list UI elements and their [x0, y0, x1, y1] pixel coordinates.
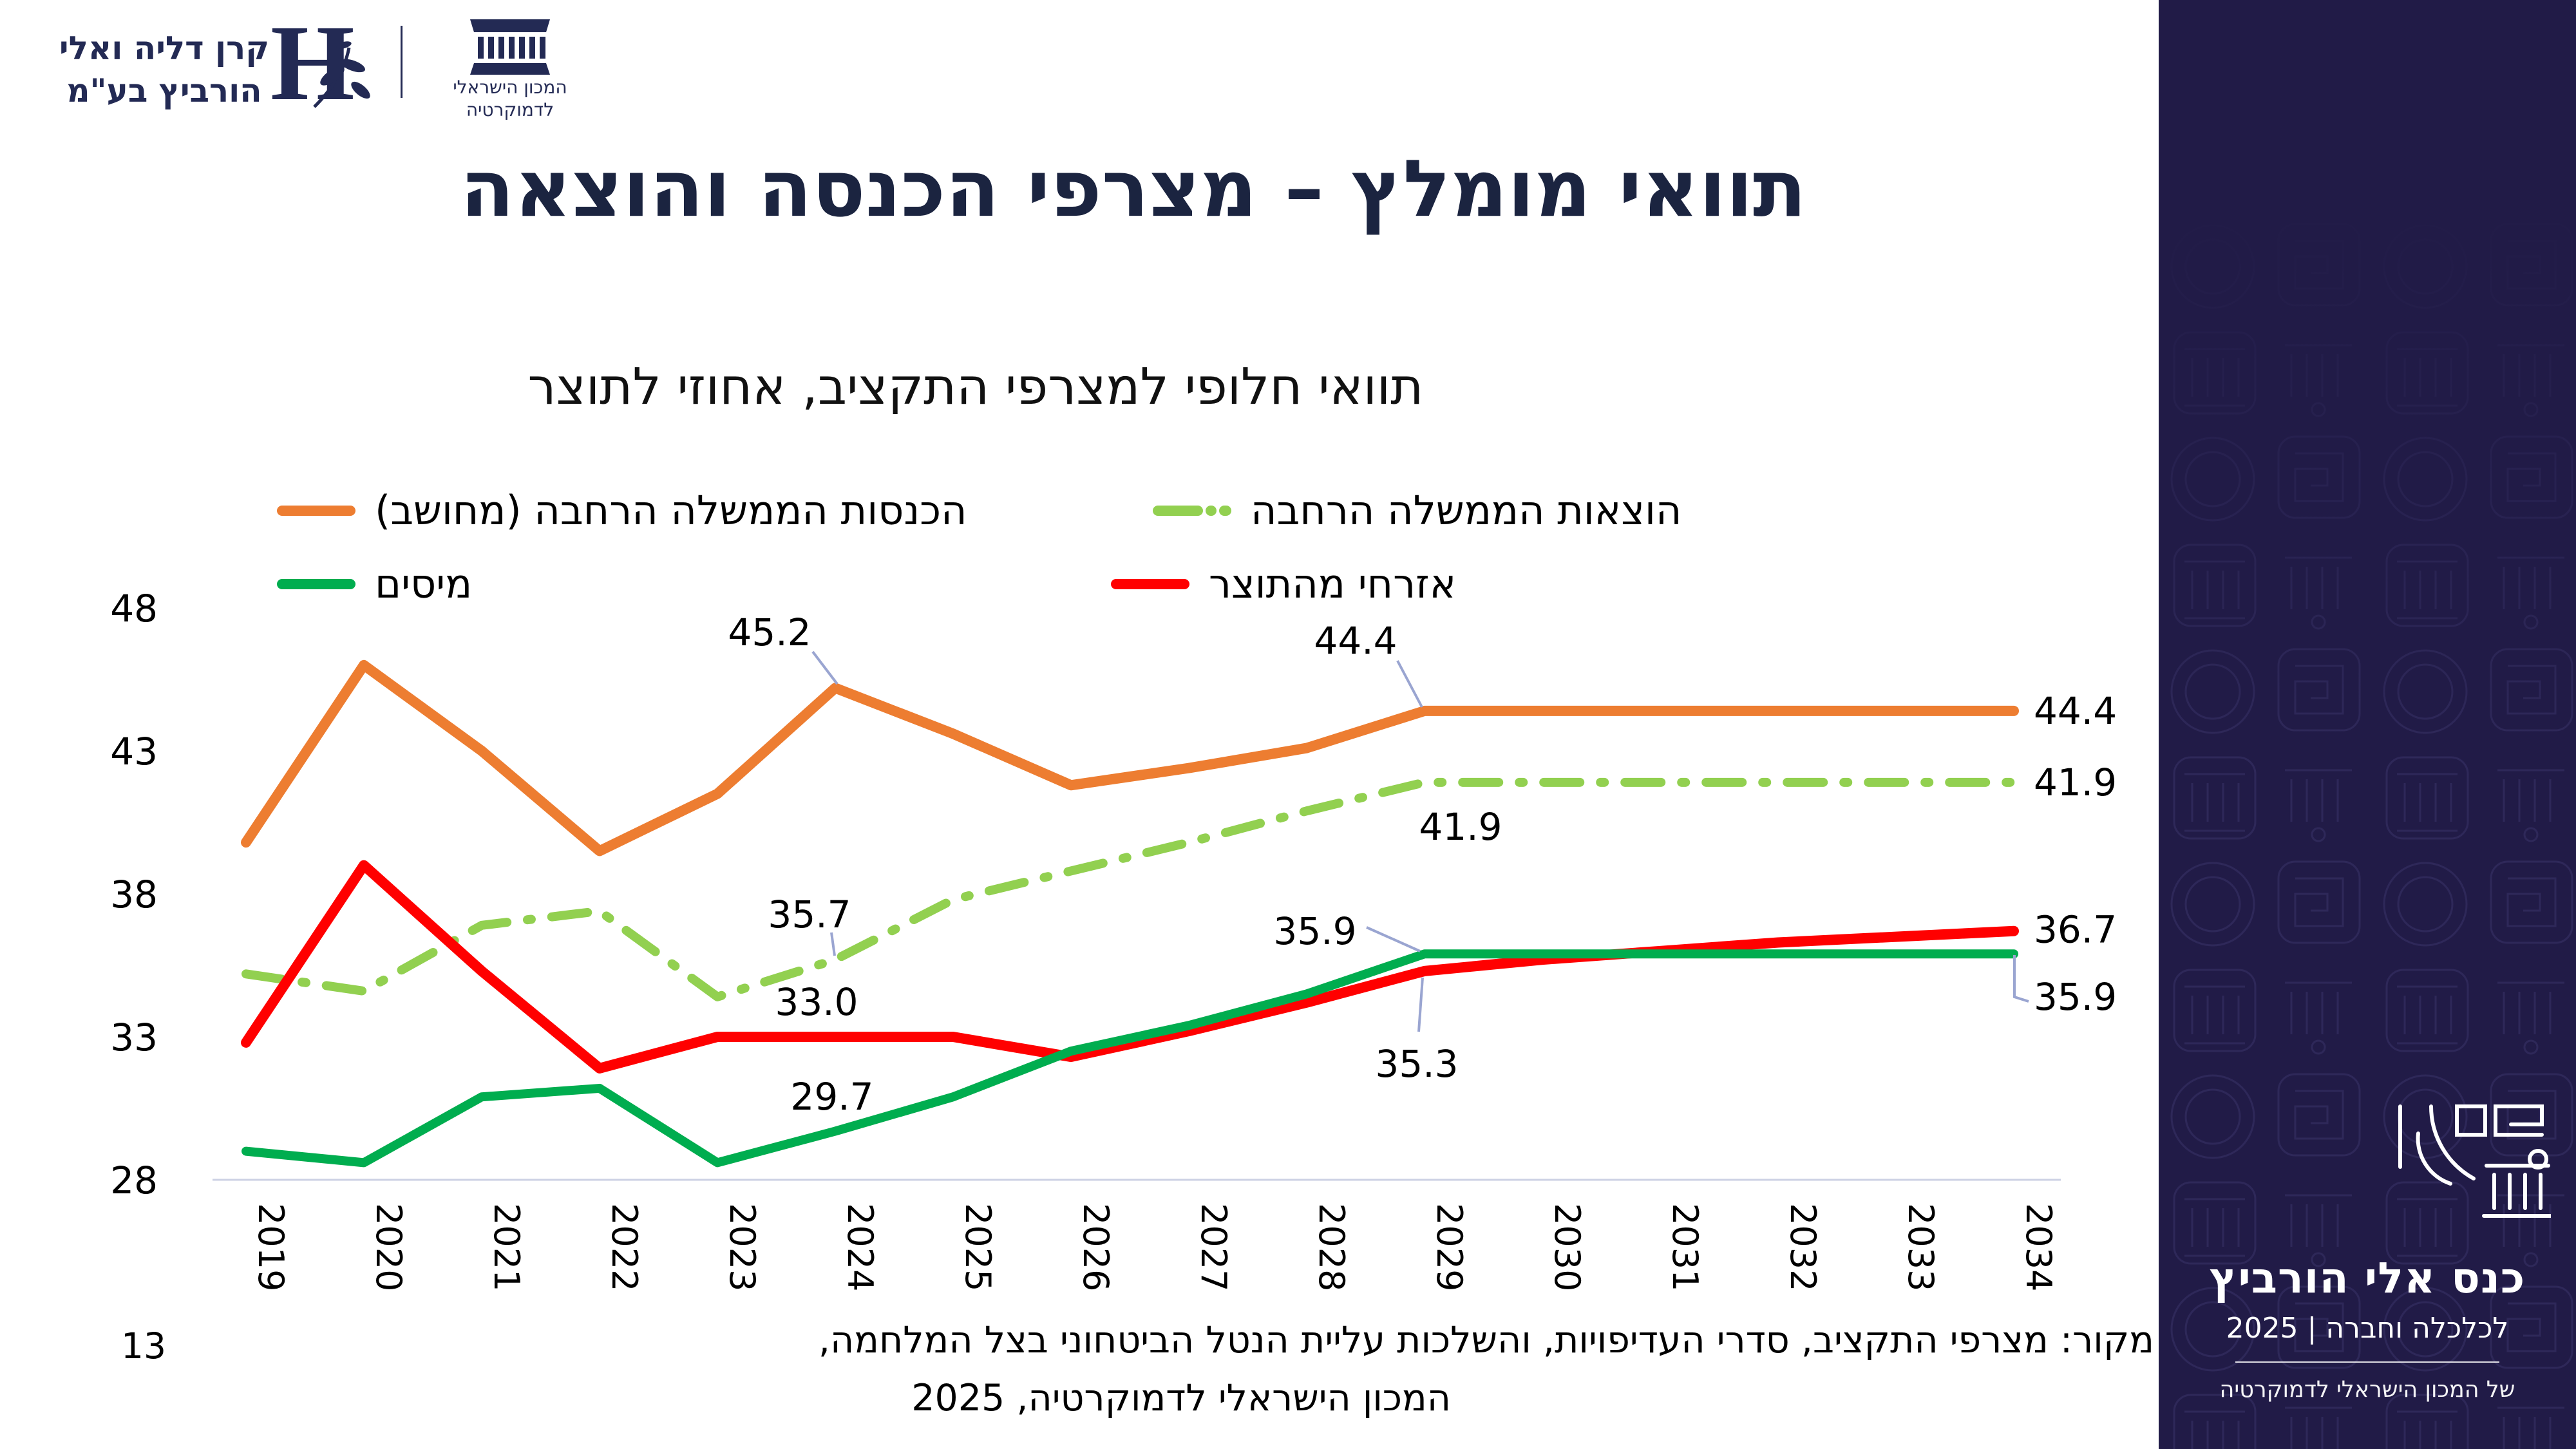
- x-tick-label-2028: 2028: [1311, 1203, 1352, 1291]
- page-number: 13: [121, 1325, 166, 1367]
- end-label-leader-3: [2013, 955, 2029, 1003]
- y-tick-label-43: 43: [110, 730, 158, 773]
- legend-item-taxes: מיסים: [277, 560, 472, 607]
- chart-title: תוואי חלופי למצרפי התקציב, אחוזי לתוצר: [527, 358, 1424, 416]
- x-tick-group-2031: 2031: [1665, 1203, 1705, 1291]
- conference-logo-icon: [2398, 1104, 2553, 1218]
- legend-label-civilian: אזרחי מהתוצר: [1209, 560, 1457, 607]
- idi-logo-line1: המכון הישראלי: [453, 77, 567, 98]
- x-tick-group-2022: 2022: [604, 1203, 645, 1291]
- legend-label-expenditures: הוצאות הממשלה הרחבה: [1251, 487, 1682, 534]
- end-label-44.4: 44.4: [2034, 689, 2117, 733]
- olive-branch-icon: [313, 41, 370, 108]
- x-tick-label-2024: 2024: [840, 1203, 880, 1291]
- data-label-leader-3: [830, 932, 836, 956]
- data-label-leader-7: [1417, 977, 1424, 1032]
- end-label-36.7: 36.7: [2034, 908, 2117, 952]
- source-text-line2: המכון הישראלי לדמוקרטיה, 2025: [911, 1377, 1451, 1419]
- x-tick-group-2027: 2027: [1193, 1203, 1234, 1291]
- legend-item-civilian: אזרחי מהתוצר: [1111, 560, 1456, 607]
- conference-title: כנס אלי הורביץ: [2209, 1253, 2526, 1303]
- sidebar-footer: כנס אלי הורביץ לכלכלה וחברה | 2025 של המ…: [2159, 1100, 2576, 1403]
- fund-logo-line2: הורביץ בע"מ: [66, 72, 262, 109]
- data-label-leader-6: [1366, 926, 1421, 952]
- page-title: תוואי מומלץ – מצרפי הכנסה והוצאה: [460, 143, 1807, 234]
- data-label-35.3: 35.3: [1375, 1042, 1458, 1086]
- end-label-41.9: 41.9: [2034, 761, 2117, 804]
- legend-marker-expenditures-icon: [1153, 505, 1231, 516]
- source-text-line1: מקור: מצרפי התקציב, סדרי העדיפויות, והשל…: [818, 1319, 2154, 1361]
- x-tick-group-2024: 2024: [840, 1203, 880, 1291]
- x-tick-label-2029: 2029: [1429, 1203, 1470, 1291]
- series-line-2: [241, 860, 2019, 1074]
- series-line-1: [242, 777, 2018, 1001]
- legend-marker-revenues-icon: [277, 505, 355, 516]
- x-tick-group-2030: 2030: [1547, 1203, 1587, 1291]
- data-label-leader-1: [1396, 660, 1423, 708]
- x-tick-group-2033: 2033: [1900, 1203, 1941, 1291]
- x-tick-label-2033: 2033: [1900, 1203, 1941, 1291]
- series-line-3: [242, 949, 2018, 1168]
- sidebar-divider: [2235, 1361, 2499, 1363]
- data-label-33.0: 33.0: [775, 980, 858, 1024]
- data-label-45.2: 45.2: [728, 611, 811, 654]
- data-label-leader-0: [811, 650, 838, 685]
- legend-label-revenues: הכנסות הממשלה הרחבה (מחושב): [375, 487, 967, 534]
- y-tick-label-28: 28: [110, 1159, 158, 1202]
- x-tick-label-2034: 2034: [2018, 1203, 2059, 1291]
- x-tick-label-2026: 2026: [1075, 1203, 1116, 1291]
- legend-marker-civilian-icon: [1111, 578, 1189, 589]
- legend-item-expenditures: הוצאות הממשלה הרחבה: [1153, 487, 1681, 534]
- x-tick-group-2028: 2028: [1311, 1203, 1352, 1291]
- data-label-41.9: 41.9: [1419, 805, 1502, 849]
- x-tick-group-2020: 2020: [368, 1203, 409, 1291]
- y-tick-label-33: 33: [110, 1016, 158, 1059]
- x-tick-label-2019: 2019: [251, 1203, 291, 1291]
- series-line-0: [241, 659, 2019, 857]
- conference-subtitle: לכלכלה וחברה | 2025: [2226, 1312, 2509, 1345]
- fund-logo-line1: קרן דליה ואלי: [59, 30, 270, 67]
- x-tick-group-2029: 2029: [1429, 1203, 1470, 1291]
- x-tick-label-2023: 2023: [722, 1203, 762, 1291]
- x-tick-label-2030: 2030: [1547, 1203, 1587, 1291]
- x-tick-group-2021: 2021: [486, 1203, 527, 1291]
- x-tick-label-2032: 2032: [1783, 1203, 1823, 1291]
- x-tick-label-2025: 2025: [958, 1203, 998, 1291]
- horowitz-h-monogram: H: [270, 9, 380, 121]
- y-tick-label-48: 48: [110, 587, 158, 630]
- x-tick-label-2021: 2021: [486, 1203, 527, 1291]
- idi-logo-text: המכון הישראלי לדמוקרטיה: [433, 76, 587, 121]
- header-divider: [401, 26, 402, 98]
- x-tick-group-2032: 2032: [1783, 1203, 1823, 1291]
- x-tick-label-2020: 2020: [368, 1203, 409, 1291]
- data-label-35.9: 35.9: [1273, 909, 1356, 953]
- end-label-35.9: 35.9: [2034, 975, 2117, 1019]
- conference-org: של המכון הישראלי לדמוקרטיה: [2219, 1377, 2515, 1403]
- x-tick-group-2025: 2025: [958, 1203, 998, 1291]
- data-label-44.4: 44.4: [1314, 619, 1397, 663]
- x-tick-group-2026: 2026: [1075, 1203, 1116, 1291]
- x-tick-label-2031: 2031: [1665, 1203, 1705, 1291]
- data-label-35.7: 35.7: [768, 893, 851, 936]
- x-tick-label-2027: 2027: [1193, 1203, 1234, 1291]
- y-tick-label-38: 38: [110, 873, 158, 916]
- legend-label-taxes: מיסים: [375, 560, 473, 607]
- x-tick-group-2034: 2034: [2018, 1203, 2059, 1291]
- legend-item-revenues: הכנסות הממשלה הרחבה (מחושב): [277, 487, 967, 534]
- x-tick-group-2023: 2023: [722, 1203, 762, 1291]
- idi-logo-line2: לדמוקרטיה: [466, 99, 554, 120]
- data-label-29.7: 29.7: [790, 1075, 873, 1119]
- x-tick-label-2022: 2022: [604, 1203, 645, 1291]
- legend-marker-taxes-icon: [277, 578, 355, 589]
- horowitz-fund-logo-text: קרן דליה ואלי הורביץ בע"מ: [52, 27, 277, 112]
- conference-sidebar: כנס אלי הורביץ לכלכלה וחברה | 2025 של המ…: [2159, 0, 2576, 1449]
- idi-column-icon: [470, 19, 550, 75]
- x-tick-group-2019: 2019: [251, 1203, 291, 1291]
- sidebar-fade-overlay: [2159, 0, 2576, 1449]
